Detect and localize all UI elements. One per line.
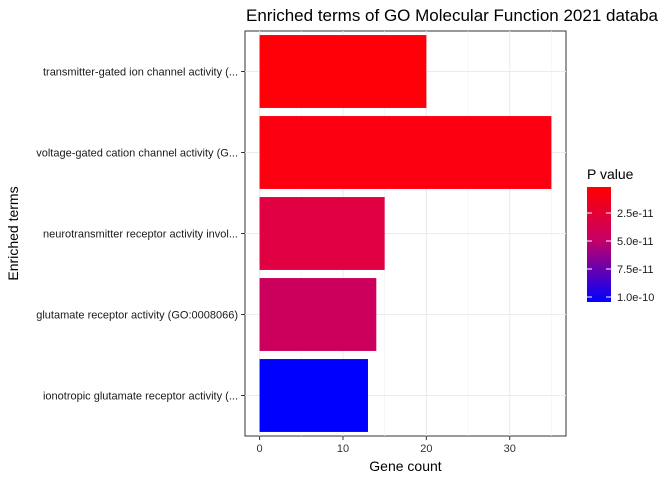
y-tick-label: transmitter-gated ion channel activity (…: [43, 67, 238, 79]
y-tick-label: ionotropic glutamate receptor activity (…: [43, 391, 238, 403]
legend-label: 7.5e-11: [617, 264, 654, 276]
x-tick-label: 10: [337, 443, 349, 455]
x-axis-ticks: 0 10 20 30: [257, 436, 516, 455]
legend-title: P value: [587, 166, 634, 182]
bar: [259, 35, 427, 108]
x-axis-title: Gene count: [369, 458, 441, 474]
x-tick-label: 30: [504, 443, 516, 455]
y-axis-title: Enriched terms: [5, 186, 21, 280]
y-axis-labels: transmitter-gated ion channel activity (…: [36, 67, 245, 403]
bars: [259, 35, 552, 432]
legend-ticks: 2.5e-11 5.0e-11 7.5e-11 1.0e-10: [587, 208, 654, 304]
legend-label: 1.0e-10: [617, 292, 654, 304]
legend: P value 2.5e-11 5.0e-11 7.5e-11 1.0e-10: [587, 166, 654, 304]
legend-label: 5.0e-11: [617, 236, 654, 248]
plot-panel: [244, 30, 567, 437]
y-tick-label: voltage-gated cation channel activity (G…: [36, 148, 238, 160]
bar: [259, 116, 552, 189]
bar: [259, 278, 377, 351]
legend-label: 2.5e-11: [617, 208, 654, 220]
y-tick-label: neurotransmitter receptor activity invol…: [43, 229, 238, 241]
x-tick-label: 20: [420, 443, 432, 455]
bar: [259, 197, 385, 270]
y-tick-label: glutamate receptor activity (GO:0008066): [36, 310, 238, 322]
legend-colorbar: [587, 187, 611, 302]
x-tick-label: 0: [257, 443, 263, 455]
bar: [259, 359, 368, 432]
chart-title: Enriched terms of GO Molecular Function …: [246, 6, 659, 25]
